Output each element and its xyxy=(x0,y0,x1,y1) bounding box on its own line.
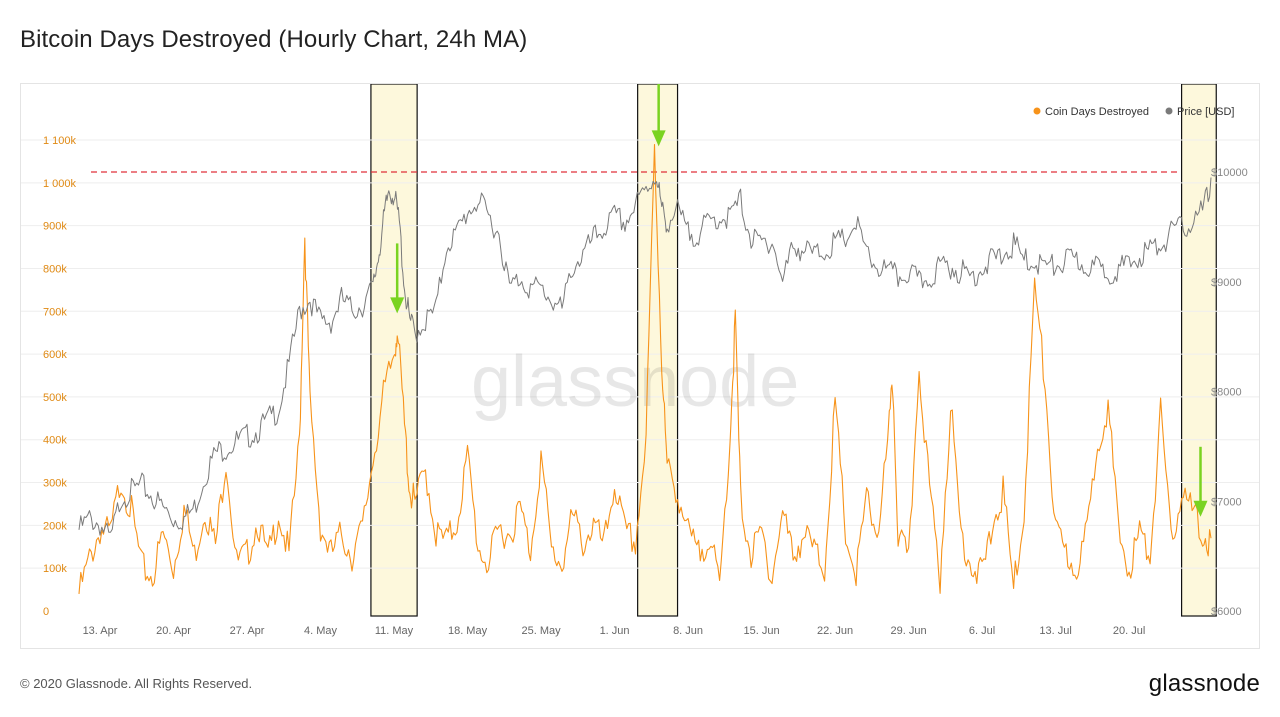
highlight-band xyxy=(637,84,679,617)
grid-layer xyxy=(21,139,1259,569)
y-left-tick-label: 800k xyxy=(43,263,67,275)
footer-brand-logo[interactable]: glassnode xyxy=(1148,670,1260,697)
x-tick-label: 4. May xyxy=(304,625,338,637)
y-left-tick-label: 900k xyxy=(43,221,67,233)
legend-marker xyxy=(1033,107,1041,115)
y-left-tick-label: 400k xyxy=(43,435,67,447)
y-right-tick-label: $10000 xyxy=(1211,167,1248,179)
watermark: glassnode xyxy=(471,342,799,422)
x-tick-label: 25. May xyxy=(521,625,561,637)
x-tick-label: 15. Jun xyxy=(744,625,780,637)
x-tick-label: 29. Jun xyxy=(891,625,927,637)
axis-layer: 0 100k 200k 300k 400k 500k 600k 700k 800k 900k 1 0… xyxy=(43,135,1248,637)
y-left-tick-label: 500k xyxy=(43,392,67,404)
series-layer xyxy=(78,143,1212,594)
x-tick-label: 20. Apr xyxy=(156,625,191,637)
y-left-tick-label: 0 xyxy=(43,606,49,618)
y-left-tick-label: 700k xyxy=(43,306,67,318)
y-right-tick-label: $6000 xyxy=(1211,606,1242,618)
y-left-tick-label: 300k xyxy=(43,478,67,490)
legend-marker xyxy=(1165,107,1173,115)
x-tick-label: 27. Apr xyxy=(230,625,265,637)
y-right-tick-label: $7000 xyxy=(1211,496,1242,508)
arrow-head xyxy=(1193,500,1208,517)
y-left-tick-label: 600k xyxy=(43,349,67,361)
y-right-tick-label: $8000 xyxy=(1211,387,1242,399)
x-tick-label: 20. Jul xyxy=(1113,625,1145,637)
y-left-tick-label: 1 000k xyxy=(43,178,77,190)
y-right-tick-label: $9000 xyxy=(1211,277,1242,289)
y-left-tick-label: 100k xyxy=(43,563,67,575)
x-tick-label: 13. Apr xyxy=(83,625,118,637)
legend-label: Coin Days Destroyed xyxy=(1045,106,1149,118)
x-tick-label: 8. Jun xyxy=(673,625,703,637)
page-title: Bitcoin Days Destroyed (Hourly Chart, 24… xyxy=(20,26,528,53)
chart-frame: glassnode 0 100k 200k 300k 400k 500k 600k 700k 8… xyxy=(20,83,1260,649)
highlight-band xyxy=(370,84,418,617)
chart-svg: glassnode 0 100k 200k 300k 400k 500k 600k 700k 8… xyxy=(21,84,1259,637)
footer-copyright: © 2020 Glassnode. All Rights Reserved. xyxy=(20,676,253,691)
x-tick-label: 6. Jul xyxy=(969,625,995,637)
chart-legend: Coin Days Destroyed Price [USD] xyxy=(1033,106,1234,118)
legend-label: Price [USD] xyxy=(1177,106,1234,118)
x-tick-label: 13. Jul xyxy=(1039,625,1071,637)
arrow-head xyxy=(651,130,666,147)
arrow-head xyxy=(390,297,405,314)
series-line-price xyxy=(78,177,1212,536)
y-left-tick-label: 1 100k xyxy=(43,135,77,147)
arrow-layer xyxy=(390,84,1208,517)
x-tick-label: 1. Jun xyxy=(600,625,630,637)
x-tick-label: 22. Jun xyxy=(817,625,853,637)
x-tick-label: 11. May xyxy=(375,625,414,637)
y-left-tick-label: 200k xyxy=(43,520,67,532)
x-tick-label: 18. May xyxy=(448,625,488,637)
series-line-coin-days-destroyed xyxy=(78,143,1212,594)
